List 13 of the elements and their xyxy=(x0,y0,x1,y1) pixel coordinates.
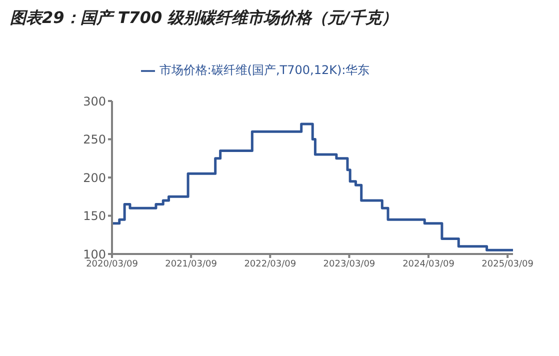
x-tick-label: 2021/03/09 xyxy=(165,259,218,270)
chart-title: 图表29：国产 T700 级别碳纤维市场价格（元/千克） xyxy=(9,8,399,29)
x-tick-label: 2022/03/09 xyxy=(244,259,296,270)
y-tick-label: 300 xyxy=(83,94,106,108)
x-tick-label: 2023/03/09 xyxy=(323,259,376,270)
y-tick-label: 250 xyxy=(83,132,106,147)
x-tick-label: 2020/03/09 xyxy=(86,259,138,270)
x-tick-label: 2025/03/09 xyxy=(482,259,534,270)
x-tick-label: 2024/03/09 xyxy=(402,259,455,270)
legend-label: 市场价格:碳纤维(国产,T700,12K):华东 xyxy=(159,63,370,77)
y-tick-label: 100 xyxy=(83,247,106,262)
y-tick-label: 200 xyxy=(83,170,106,185)
y-tick-label: 150 xyxy=(83,209,106,224)
